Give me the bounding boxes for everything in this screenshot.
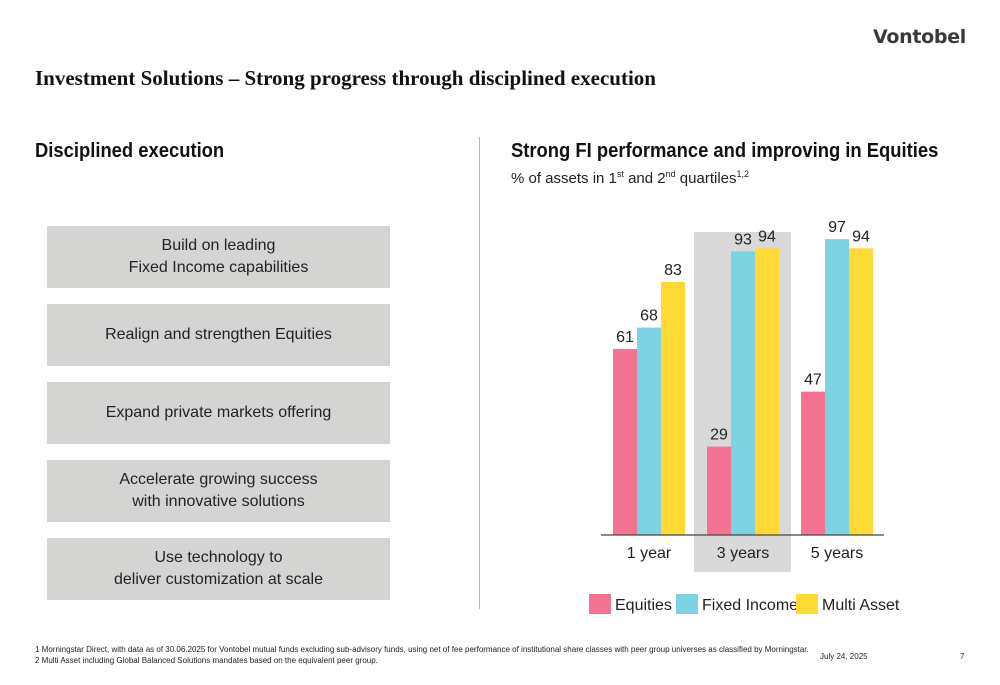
data-label: 47 xyxy=(804,372,822,389)
execution-item-technology: Use technology to deliver customization … xyxy=(47,538,390,600)
legend-label: Fixed Income xyxy=(702,597,798,614)
x-tick-label: 3 years xyxy=(717,545,769,562)
vontobel-logo: Vontobel xyxy=(873,26,966,48)
bar-fixed-income-5-years xyxy=(825,239,849,535)
left-section-title: Disciplined execution xyxy=(35,140,225,162)
bar-equities-1-year xyxy=(613,348,637,535)
bar-multi-asset-5-years xyxy=(849,248,873,536)
legend-swatch-multi-asset xyxy=(796,594,818,614)
data-label: 68 xyxy=(640,308,658,325)
x-tick-label: 5 years xyxy=(811,545,863,562)
execution-item-equities: Realign and strengthen Equities xyxy=(47,304,390,366)
data-label: 94 xyxy=(852,228,870,245)
data-label: 61 xyxy=(616,329,634,346)
data-label: 93 xyxy=(734,231,752,248)
bar-fixed-income-1-year xyxy=(637,327,661,535)
data-label: 29 xyxy=(710,427,728,444)
page-title: Investment Solutions – Strong progress t… xyxy=(35,66,656,90)
execution-item-private-markets: Expand private markets offering xyxy=(47,382,390,444)
legend-swatch-fixed-income xyxy=(676,594,698,614)
data-label: 94 xyxy=(758,228,776,245)
legend-label: Equities xyxy=(615,597,672,614)
footnote-1: 1 Morningstar Direct, with data as of 30… xyxy=(35,645,809,654)
bar-equities-3-years xyxy=(707,446,731,535)
chart-title: Strong FI performance and improving in E… xyxy=(511,140,939,162)
footnotes: 1 Morningstar Direct, with data as of 30… xyxy=(35,644,809,666)
footnote-2: 2 Multi Asset including Global Balanced … xyxy=(35,656,378,665)
legend-label: Multi Asset xyxy=(822,597,900,614)
bar-equities-5-years xyxy=(801,391,825,535)
legend-swatch-equities xyxy=(589,594,611,614)
x-tick-label: 1 year xyxy=(627,545,672,562)
chart-subtitle: % of assets in 1st and 2nd quartiles1,2 xyxy=(511,169,750,188)
data-label: 83 xyxy=(664,262,682,279)
section-divider xyxy=(479,137,480,609)
execution-item-fixed-income: Build on leading Fixed Income capabiliti… xyxy=(47,226,390,288)
presentation-date: July 24, 2025 xyxy=(820,652,868,661)
bar-multi-asset-1-year xyxy=(661,281,685,535)
execution-item-innovative-solutions: Accelerate growing success with innovati… xyxy=(47,460,390,522)
page-number: 7 xyxy=(960,652,965,661)
bar-fixed-income-3-years xyxy=(731,251,755,535)
bar-multi-asset-3-years xyxy=(755,248,779,536)
data-label: 97 xyxy=(828,219,846,236)
